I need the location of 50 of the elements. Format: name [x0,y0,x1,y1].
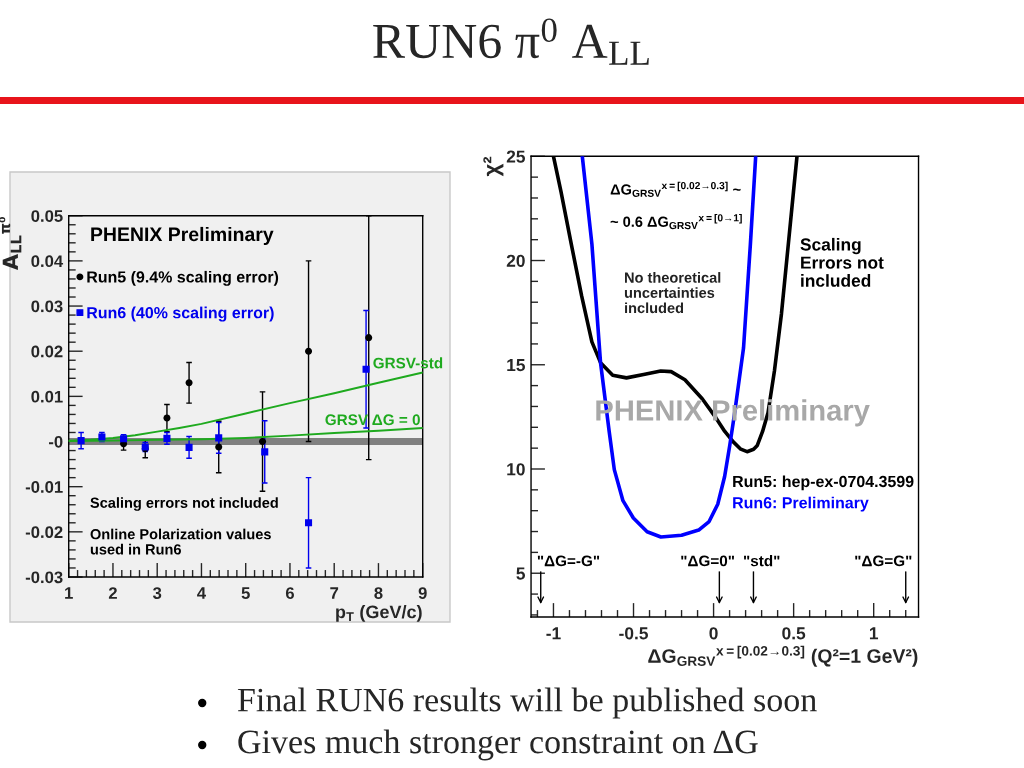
annotation: Scaling Errors not included [800,237,884,287]
y-tick-label: 0.02 [31,345,63,358]
text: Final RUN6 results will be published soon [237,687,817,719]
x-tick-label: 1 [869,627,879,640]
annotation: "ΔG=G" [855,555,912,567]
y-axis-title: χ² [483,156,504,177]
series-label: Run5: hep-ex-0704.3599 [733,475,914,491]
y-tick-label: 0.03 [31,300,63,313]
y-tick-label: -0 [48,435,63,448]
y-tick-label: 5 [516,567,526,580]
y-tick-label: 0.05 [31,210,63,222]
series-label: Run6: Preliminary [733,496,869,512]
y-tick-label: 0.01 [31,390,63,403]
annotation: "std" [744,555,780,567]
text: Gives much stronger constraint on ΔG [238,729,758,761]
y-tick-label: 10 [507,463,525,476]
x-tick-label: 5 [241,587,250,599]
y-axis-title: A$_{LL}$$^{π⁰}$ [0,217,22,271]
x-axis-title: p$_{T}$ (GeV/c) [336,605,422,622]
annotation: PHENIX Preliminary [91,226,274,246]
y-tick-label: -0.03 [25,571,63,584]
annotation: No theoretical uncertainties included [624,272,721,314]
annotation: Online Polarization values used in Run6 [90,528,271,555]
annotation: Scaling errors not included [90,497,278,511]
annotation: ΔG$_{GRSV}$$^{x=[0.02→0.3]}$ ~ [610,181,741,197]
x-tick-label: -1 [546,627,561,640]
x-tick-label: 9 [418,587,427,599]
annotation: "ΔG=-G" [537,555,600,567]
x-tick-label: 3 [152,587,162,599]
x-axis-title: ΔG$_{GRSV}$$^{x=[0.02→0.3]}$ (Q²=1 GeV²) [648,645,918,667]
x-tick-label: 1 [65,587,73,599]
y-tick-label: -0.02 [25,526,63,539]
y-tick-label: 25 [506,150,526,163]
y-tick-label: 15 [507,359,526,372]
x-tick-label: 7 [330,587,339,599]
x-tick-label: 8 [374,587,383,599]
x-tick-label: 0 [709,627,718,640]
annotation: "ΔG=0" [681,555,734,567]
y-tick-label: 20 [506,254,525,267]
x-tick-label: -0.5 [619,627,648,640]
y-tick-label: 0.04 [31,255,64,268]
x-tick-label: 6 [285,587,294,599]
x-tick-label: 2 [108,587,117,599]
legend-label: Run6 (40% scaling error) [87,306,274,322]
legend-label: Run5 (9.4% scaling error) [87,270,279,286]
annotation: ~ 0.6 ΔG$_{GRSV}$$^{x=[0→1]}$ [610,213,742,230]
text: RUN6 π$^{0}$ A$_{LL}$ [373,18,649,65]
y-tick-label: -0.01 [25,481,63,493]
x-tick-label: 4 [197,587,206,599]
x-tick-label: 0.5 [782,627,806,640]
